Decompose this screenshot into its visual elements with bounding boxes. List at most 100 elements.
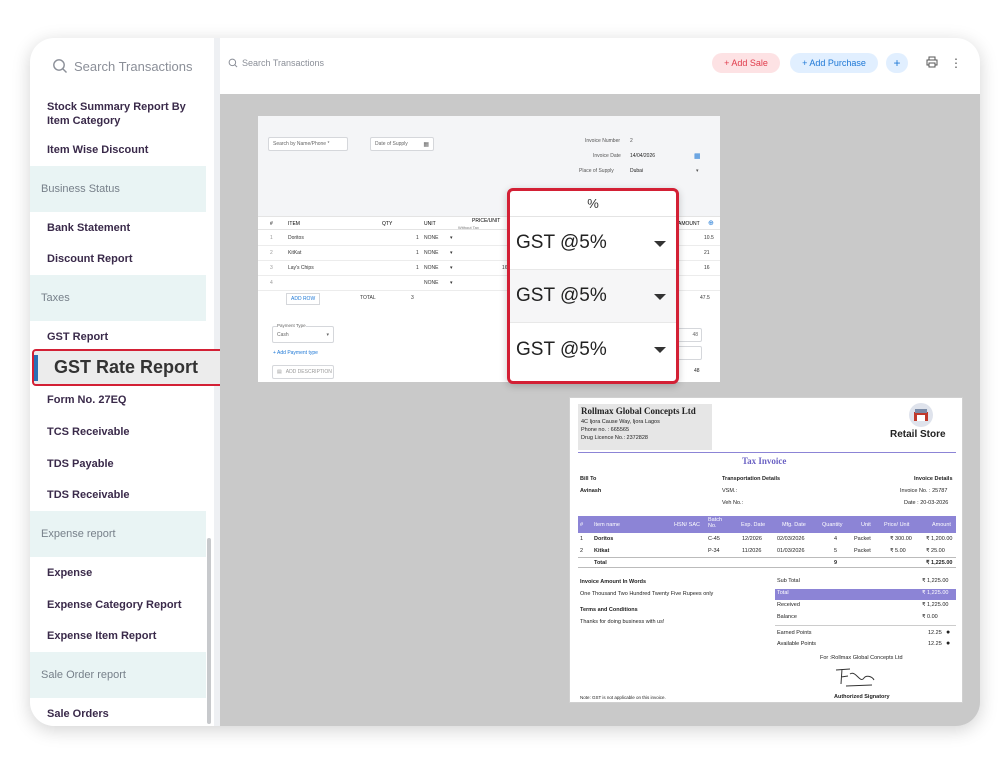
summary-value: ₹ 1,225.00 <box>922 590 949 596</box>
chevron-down-icon <box>654 347 666 353</box>
chevron-down-icon[interactable]: ▾ <box>450 250 453 256</box>
sidebar-item-label: TDS Payable <box>47 457 114 470</box>
chevron-down-icon <box>654 241 666 247</box>
sidebar-item-label: Form No. 27EQ <box>47 394 127 407</box>
invoice-items-header: # Item name HSN/ SAC Batch No. Exp. Date… <box>578 516 956 533</box>
print-icon[interactable] <box>926 56 938 68</box>
add-row-button[interactable]: ADD ROW <box>286 293 321 305</box>
invoice-number-value[interactable]: 2 <box>630 138 633 144</box>
invoice-cell-amount: ₹ 25.00 <box>926 548 945 554</box>
payment-type-select[interactable]: Payment Type Cash ▾ <box>272 323 334 343</box>
invoice-title: Tax Invoice <box>742 456 787 466</box>
sidebar-item[interactable]: GST Report <box>30 321 214 353</box>
sidebar-item[interactable]: Expense Category Report <box>30 589 214 621</box>
sidebar-item[interactable]: TDS Payable <box>30 448 214 480</box>
invoice-cell-amount: ₹ 1,200.00 <box>926 536 953 542</box>
transport-label: Transportation Details <box>722 476 781 482</box>
invoice-date-value[interactable]: 14/04/2026 <box>630 153 656 159</box>
calendar-icon[interactable]: ▦ <box>423 141 429 148</box>
authorized-signatory: Authorized Signatory <box>834 694 890 700</box>
col-header: UNIT <box>424 221 436 227</box>
chevron-down-icon[interactable]: ▾ <box>450 280 453 286</box>
sidebar-item[interactable]: Expense Item Report <box>30 621 214 653</box>
date-of-supply-input[interactable]: Date of Supply ▦ <box>370 137 434 151</box>
summary-value: 48 <box>692 332 698 338</box>
terms-text: Thanks for doing business with us! <box>580 619 665 625</box>
add-column-icon[interactable]: ⊕ <box>708 220 714 227</box>
table-row[interactable]: 2 KitKat 1 NONE 21 ▾ <box>258 246 720 261</box>
invoice-cell-price: ₹ 5.00 <box>890 548 906 554</box>
add-description-button[interactable]: ▤ ADD DESCRIPTION <box>272 365 334 379</box>
chevron-down-icon[interactable]: ▾ <box>450 265 453 271</box>
sidebar-search[interactable]: Search Transactions <box>52 58 193 74</box>
sidebar-item[interactable]: TCS Receivable <box>30 416 214 448</box>
col-header: Batch No. <box>708 517 723 529</box>
invoice-item-row: 1 Doritos C-45 12/2026 02/03/2026 4 Packet ₹ 30… <box>578 534 956 545</box>
cell-n: 3 <box>270 265 273 271</box>
sidebar-section-header: Sale Order report <box>30 652 206 699</box>
summary-value: ₹ 1,225.00 <box>922 578 949 584</box>
invoice-cell-name: Kitkat <box>594 548 610 554</box>
sidebar-item-label: Expense <box>47 567 93 580</box>
tax-option[interactable]: GST @5% <box>510 270 676 323</box>
table-row[interactable]: 3 Lay's Chips 1 NONE 16 16 ▾ <box>258 261 720 276</box>
signature-image <box>835 668 875 687</box>
summary-label: Balance <box>777 614 797 620</box>
sidebar-item[interactable]: Bank Statement <box>30 212 214 244</box>
cell-qty: 1 <box>416 250 419 256</box>
summary-value: 48 <box>694 368 700 374</box>
chevron-down-icon[interactable]: ▾ <box>696 168 699 174</box>
invoice-details-label: Invoice Details <box>914 476 953 482</box>
table-total-row: ADD ROW TOTAL 3 47.5 <box>258 291 720 306</box>
tax-rate-dropdown[interactable]: % GST @5% GST @5% GST @5% <box>507 188 679 384</box>
total-highlight <box>775 589 956 600</box>
col-header: Mfg. Date <box>782 522 806 528</box>
calendar-icon[interactable]: ▦ <box>694 153 701 160</box>
top-search-placeholder: Search Transactions <box>242 58 325 68</box>
terms-label: Terms and Conditions <box>580 607 638 613</box>
table-row[interactable]: 1 Doritos 1 NONE 10.5 ▾ <box>258 231 720 246</box>
veh-label: Veh No.: <box>722 500 744 506</box>
sidebar-item[interactable]: Item Wise Discount <box>30 134 214 166</box>
add-sale-button[interactable]: + Add Sale <box>712 53 780 73</box>
invoice-cell-name: Doritos <box>594 536 614 542</box>
cell-item: KitKat <box>288 250 302 256</box>
col-header: ITEM <box>288 221 300 227</box>
sidebar-item[interactable]: Expense <box>30 557 214 589</box>
invoice-cell-qty: 4 <box>834 536 838 542</box>
sidebar-item[interactable]: Form No. 27EQ <box>30 384 214 416</box>
cell-n: 2 <box>270 250 273 256</box>
sidebar-item-gst-rate-report-selected[interactable]: GST Rate Report <box>32 349 225 386</box>
vsm-label: VSM.: <box>722 488 737 494</box>
col-header: AMOUNT <box>678 221 700 227</box>
party-search-input[interactable]: Search by Name/Phone * <box>268 137 348 151</box>
place-of-supply-value[interactable]: Dubai <box>630 168 644 174</box>
tax-option[interactable]: GST @5% <box>510 323 676 376</box>
tax-option-label: GST @5% <box>516 338 607 360</box>
invoice-cell-exp: 12/2026 <box>742 536 762 542</box>
sidebar-item[interactable]: Stock Summary Report By Item Category <box>30 94 214 134</box>
top-search[interactable]: Search Transactions <box>228 58 324 68</box>
sidebar-item[interactable]: TDS Receivable <box>30 480 214 512</box>
add-payment-type-link[interactable]: + Add Payment type <box>273 350 318 356</box>
section-label: Sale Order report <box>41 669 126 682</box>
invoice-cell-unit: Packet <box>854 548 871 554</box>
add-purchase-button[interactable]: + Add Purchase <box>790 53 878 73</box>
add-more-button[interactable]: + <box>886 53 908 73</box>
chevron-down-icon[interactable]: ▾ <box>450 235 453 241</box>
sidebar-item[interactable]: Sale Orders <box>30 698 214 726</box>
cell-item: Lay's Chips <box>288 265 314 271</box>
sidebar-scrollbar[interactable] <box>207 538 211 724</box>
tax-option[interactable]: GST @5% <box>510 217 676 270</box>
amount-words: One Thousand Two Hundred Twenty Five Rup… <box>580 591 714 597</box>
invoice-total-row: Total 9 ₹ 1,225.00 <box>578 557 956 568</box>
col-header: Unit <box>861 522 871 528</box>
invoice-item-row: 2 Kitkat P-34 11/2026 01/03/2026 5 Packet ₹ 5.0… <box>578 546 956 557</box>
company-address: 4C Ijora Cause Way, Ijora Lagos <box>581 419 660 425</box>
table-row[interactable]: 4 NONE ▾ <box>258 276 720 291</box>
sidebar-item[interactable]: Discount Report <box>30 243 214 275</box>
invoice-number-label: Invoice Number <box>585 138 621 144</box>
more-options-icon[interactable]: ⋮ <box>950 56 962 70</box>
total-amount: 47.5 <box>700 295 710 301</box>
col-header: Amount <box>932 522 951 528</box>
